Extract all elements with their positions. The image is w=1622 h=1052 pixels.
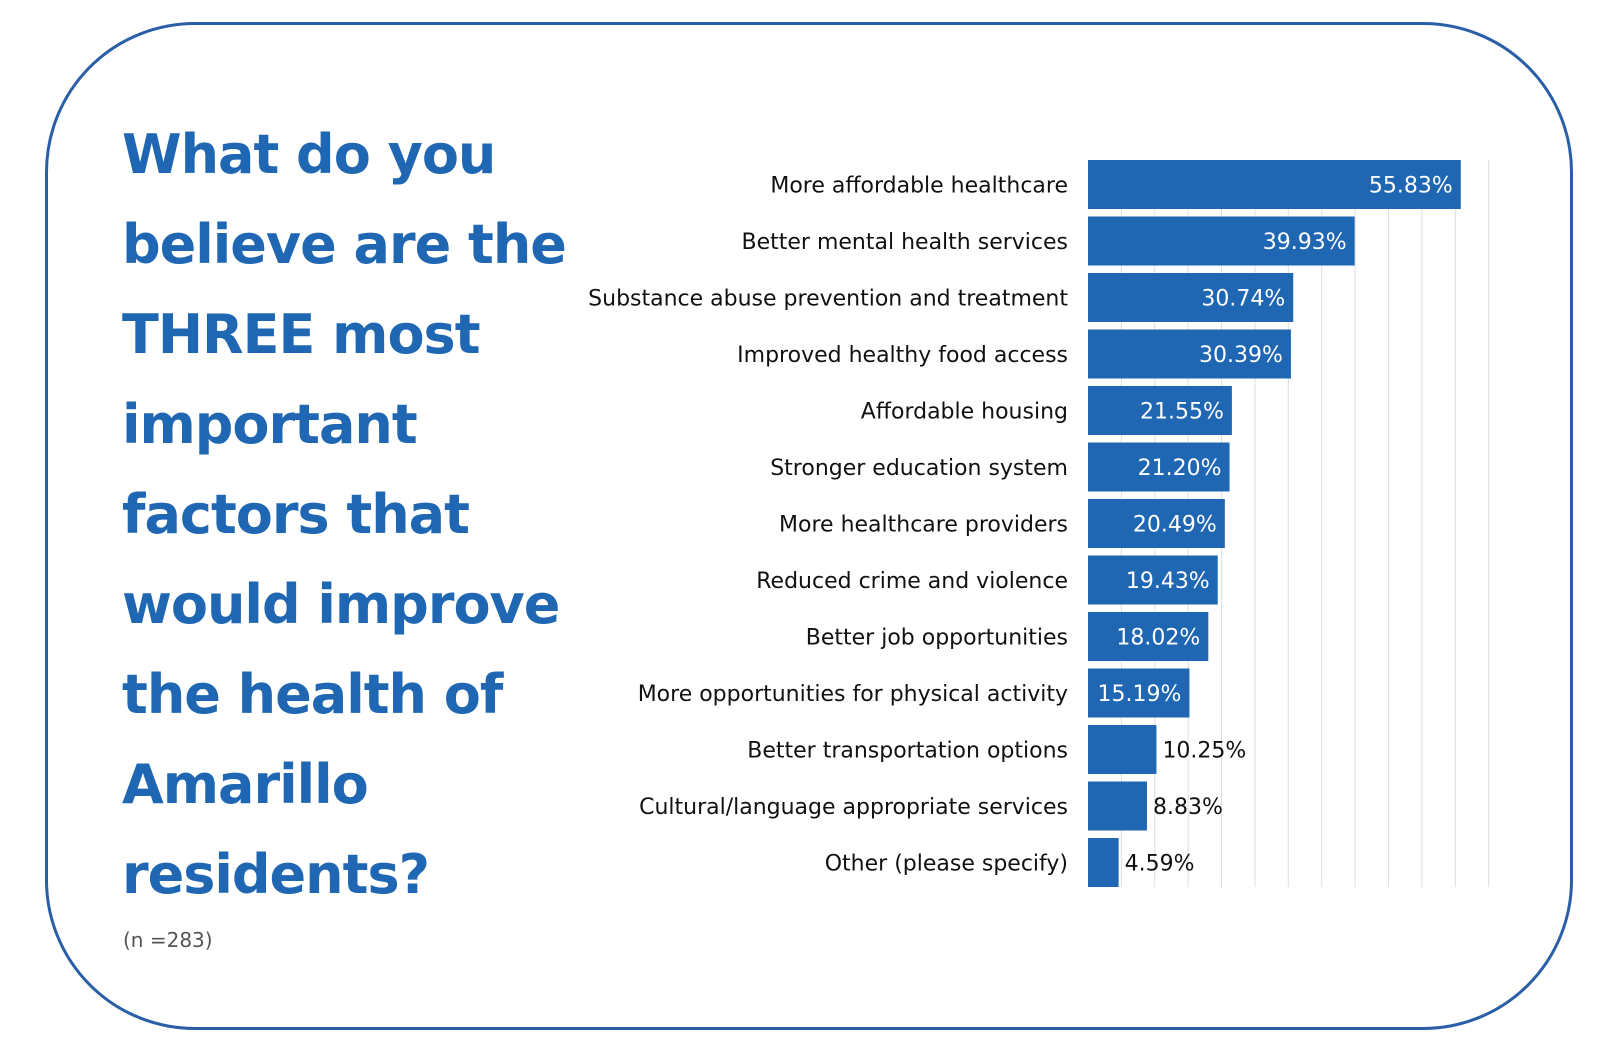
sample-size: (n =283) <box>123 928 213 952</box>
question-line: THREE most <box>122 303 481 366</box>
value-label: 19.43% <box>1126 569 1210 594</box>
category-label: Better job opportunities <box>806 626 1068 651</box>
value-label: 15.19% <box>1098 682 1182 707</box>
question-line: What do you <box>122 123 496 186</box>
bar <box>1088 442 1230 492</box>
bar <box>1088 273 1294 322</box>
category-label: Better transportation options <box>747 739 1068 764</box>
value-label: 8.83% <box>1153 795 1223 820</box>
bar <box>1088 386 1232 435</box>
question-line: Amarillo <box>122 753 369 816</box>
value-label: 10.25% <box>1162 739 1246 764</box>
category-label: Affordable housing <box>861 400 1068 425</box>
question-line: important <box>122 393 418 456</box>
category-label: Improved healthy food access <box>737 343 1068 368</box>
category-label: Better mental health services <box>742 230 1068 255</box>
question-line: the health of <box>122 663 503 726</box>
value-label: 39.93% <box>1263 230 1347 255</box>
value-label: 18.02% <box>1116 626 1200 651</box>
value-label: 30.39% <box>1199 343 1283 368</box>
category-label: Stronger education system <box>770 456 1068 481</box>
category-label: More affordable healthcare <box>770 174 1068 199</box>
bar <box>1088 329 1291 379</box>
category-label: More opportunities for physical activity <box>638 682 1068 707</box>
category-label: Cultural/language appropriate services <box>639 795 1068 820</box>
question-line: believe are the <box>122 213 567 276</box>
bar <box>1088 725 1157 774</box>
value-label: 21.20% <box>1138 456 1222 481</box>
question-line: would improve <box>122 573 560 636</box>
bar <box>1088 499 1225 548</box>
category-label: Substance abuse prevention and treatment <box>588 287 1068 312</box>
question-title: What do you believe are the THREE most i… <box>122 110 592 920</box>
value-label: 55.83% <box>1369 174 1453 199</box>
bar <box>1088 781 1147 831</box>
bar <box>1088 555 1218 605</box>
bar <box>1088 838 1119 887</box>
value-label: 4.59% <box>1125 852 1195 877</box>
question-line: residents? <box>122 843 430 906</box>
bar <box>1088 668 1190 718</box>
value-label: 30.74% <box>1201 287 1285 312</box>
bar <box>1088 160 1461 209</box>
value-label: 21.55% <box>1140 400 1224 425</box>
category-label: Reduced crime and violence <box>756 569 1068 594</box>
bar <box>1088 216 1355 266</box>
category-label: More healthcare providers <box>779 513 1068 538</box>
bar <box>1088 612 1209 661</box>
category-label: Other (please specify) <box>825 852 1068 877</box>
question-line: factors that <box>122 483 470 546</box>
value-label: 20.49% <box>1133 513 1217 538</box>
